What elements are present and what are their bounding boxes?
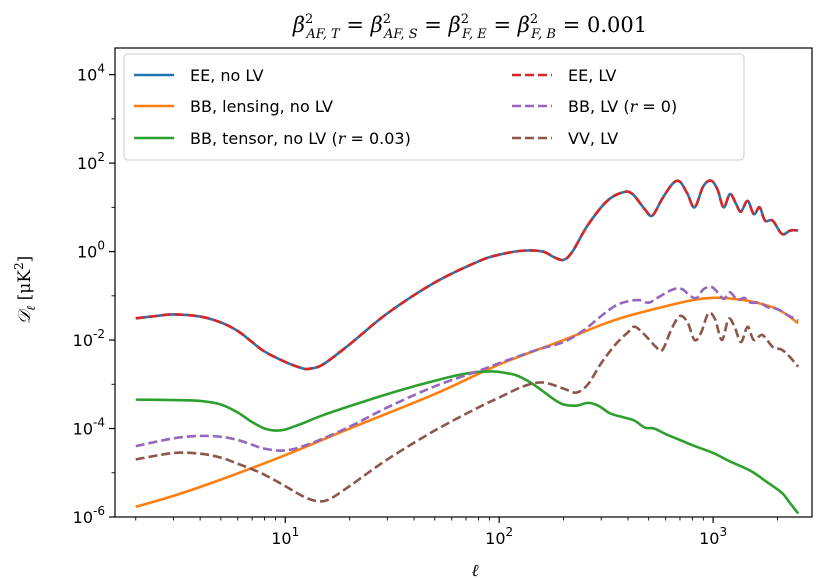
- y-axis-title: 𝒟ℓ [μK2]: [12, 256, 38, 325]
- axes-layer: 101 102 103 10-6 10-4 10-2 100 102 104: [73, 47, 813, 548]
- series-line-2: [135, 370, 800, 515]
- series-layer: [135, 179, 800, 515]
- legend-label: EE, LV: [568, 66, 617, 85]
- y-tick-label: 100: [77, 239, 105, 262]
- x-tick-label: 103: [699, 525, 727, 548]
- legend-label: BB, LV (r = 0): [568, 97, 677, 116]
- legend-box: [123, 53, 745, 161]
- legend-label: EE, no LV: [190, 66, 264, 85]
- chart-title: β2 AF, T = β2 AF, S = β2 F, E = β2 F, B = 0.…: [292, 12, 647, 42]
- x-tick-label: 102: [485, 525, 513, 548]
- series-line-1: [135, 296, 799, 509]
- y-tick-label: 10-6: [73, 504, 105, 527]
- x-tick-label: 101: [271, 525, 299, 548]
- plot-frame: [114, 47, 813, 518]
- y-tick-label: 10-4: [73, 416, 105, 439]
- y-tick-label: 104: [77, 62, 105, 85]
- legend: EE, no LV EE, LV BB, lensing, no LV BB, LV …: [123, 53, 745, 161]
- legend-label: VV, LV: [568, 129, 618, 148]
- y-tick-label: 102: [77, 150, 105, 173]
- series-line-0: [135, 179, 799, 371]
- series-line-3: [135, 179, 799, 371]
- legend-label: BB, tensor, no LV (r = 0.03): [190, 129, 411, 148]
- legend-label: BB, lensing, no LV: [190, 97, 333, 116]
- series-line-5: [135, 311, 800, 503]
- y-tick-label: 10-2: [73, 327, 105, 350]
- x-axis-title: ℓ: [471, 561, 478, 578]
- series-line-4: [135, 285, 799, 452]
